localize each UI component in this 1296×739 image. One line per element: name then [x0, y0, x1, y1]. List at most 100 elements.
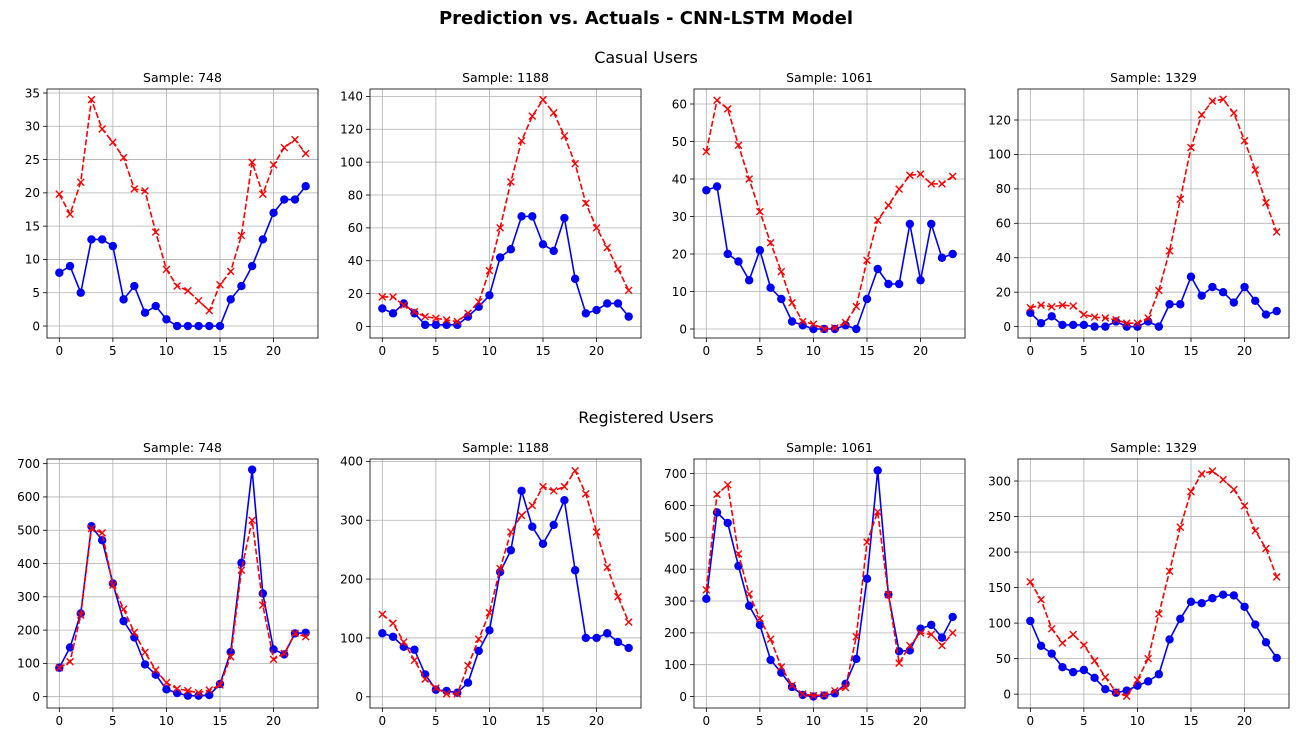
- y-tick-label: 100: [988, 148, 1011, 162]
- y-tick-label: 500: [17, 524, 40, 538]
- actual-point: [570, 274, 580, 284]
- predicted-point: [66, 657, 74, 666]
- y-tick-label: 60: [996, 217, 1011, 231]
- predicted-point: [291, 135, 299, 144]
- actual-series-line: [381, 215, 630, 326]
- x-tick-label: 5: [1080, 714, 1088, 728]
- predicted-point: [745, 175, 754, 183]
- y-tick-label: 100: [17, 657, 40, 671]
- actual-point: [1165, 635, 1174, 644]
- row-title-casual: Casual Users: [594, 48, 698, 67]
- predicted-point: [517, 136, 526, 145]
- predicted-point: [713, 96, 721, 105]
- x-tick-label: 15: [1183, 714, 1198, 728]
- actual-point: [613, 299, 623, 308]
- predicted-point: [1272, 573, 1281, 581]
- actual-point: [1090, 322, 1099, 331]
- y-tick-label: 700: [17, 457, 40, 471]
- y-tick-label: 100: [340, 155, 363, 169]
- actual-point: [744, 601, 754, 610]
- predicted-point: [87, 524, 96, 533]
- predicted-point: [539, 482, 547, 491]
- x-tick-label: 10: [159, 714, 174, 728]
- y-tick-label: 20: [996, 285, 1011, 299]
- actual-point: [916, 276, 925, 285]
- predicted-point: [592, 528, 601, 536]
- predicted-point: [442, 316, 451, 324]
- predicted-point: [389, 619, 397, 628]
- predicted-point: [560, 131, 569, 140]
- predicted-point: [798, 690, 807, 698]
- actual-point: [226, 295, 235, 304]
- x-tick-label: 15: [859, 714, 874, 728]
- predicted-point: [927, 630, 936, 639]
- actual-point: [140, 660, 150, 669]
- y-tick-label: 30: [672, 210, 687, 224]
- predicted-point: [194, 688, 203, 697]
- predicted-point: [528, 112, 537, 121]
- predicted-point: [863, 256, 871, 265]
- actual-point: [1079, 320, 1089, 330]
- actual-point: [495, 253, 505, 262]
- predicted-point: [723, 480, 732, 489]
- y-tick-label: 600: [664, 499, 687, 513]
- y-tick-label: 25: [25, 153, 40, 167]
- predicted-point: [766, 635, 775, 644]
- predicted-point: [723, 104, 732, 113]
- actual-point: [777, 294, 786, 304]
- actual-point: [237, 558, 246, 568]
- predicted-point: [453, 317, 462, 326]
- actual-point: [538, 539, 548, 548]
- actual-point: [862, 294, 872, 304]
- predicted-point: [1090, 313, 1099, 322]
- predicted-series-line: [58, 98, 307, 312]
- x-tick-label: 15: [212, 344, 227, 358]
- predicted-point: [1240, 501, 1249, 510]
- predicted-point: [431, 684, 440, 692]
- actual-point: [431, 320, 441, 330]
- actual-point: [119, 295, 128, 304]
- y-tick-label: 40: [348, 254, 363, 268]
- predicted-point: [734, 549, 743, 558]
- actual-point: [766, 655, 775, 665]
- y-tick-label: 20: [348, 287, 363, 301]
- axes-frame: [369, 458, 642, 709]
- predicted-point: [301, 632, 310, 641]
- predicted-point: [863, 538, 871, 547]
- actual-point: [1240, 282, 1249, 292]
- predicted-point: [421, 312, 430, 321]
- y-tick-label: 10: [672, 285, 687, 299]
- predicted-point: [55, 663, 64, 672]
- actual-point: [613, 637, 623, 647]
- predicted-point: [98, 529, 107, 537]
- predicted-point: [216, 681, 224, 689]
- y-tick-label: 50: [996, 652, 1011, 666]
- x-tick-label: 15: [859, 344, 874, 358]
- actual-point: [290, 195, 300, 204]
- predicted-point: [151, 228, 160, 237]
- predicted-point: [571, 466, 580, 475]
- actual-point: [194, 321, 203, 331]
- predicted-point: [603, 563, 612, 572]
- actual-point: [884, 279, 893, 289]
- actual-point: [570, 566, 580, 575]
- actual-point: [1197, 291, 1206, 300]
- predicted-point: [1026, 303, 1035, 312]
- actual-point: [787, 317, 797, 326]
- y-tick-label: 600: [17, 490, 40, 504]
- actual-point: [927, 219, 936, 229]
- actual-point: [65, 643, 75, 652]
- actual-point: [873, 466, 882, 475]
- actual-point: [162, 315, 171, 324]
- predicted-point: [474, 297, 483, 306]
- actual-series-line: [1029, 593, 1278, 694]
- actual-point: [1101, 684, 1110, 694]
- actual-point: [108, 241, 118, 251]
- actual-point: [873, 264, 882, 274]
- actual-point: [506, 546, 516, 555]
- predicted-point: [205, 686, 214, 694]
- x-tick-label: 15: [212, 714, 227, 728]
- predicted-point: [1058, 639, 1067, 647]
- actual-point: [603, 299, 612, 308]
